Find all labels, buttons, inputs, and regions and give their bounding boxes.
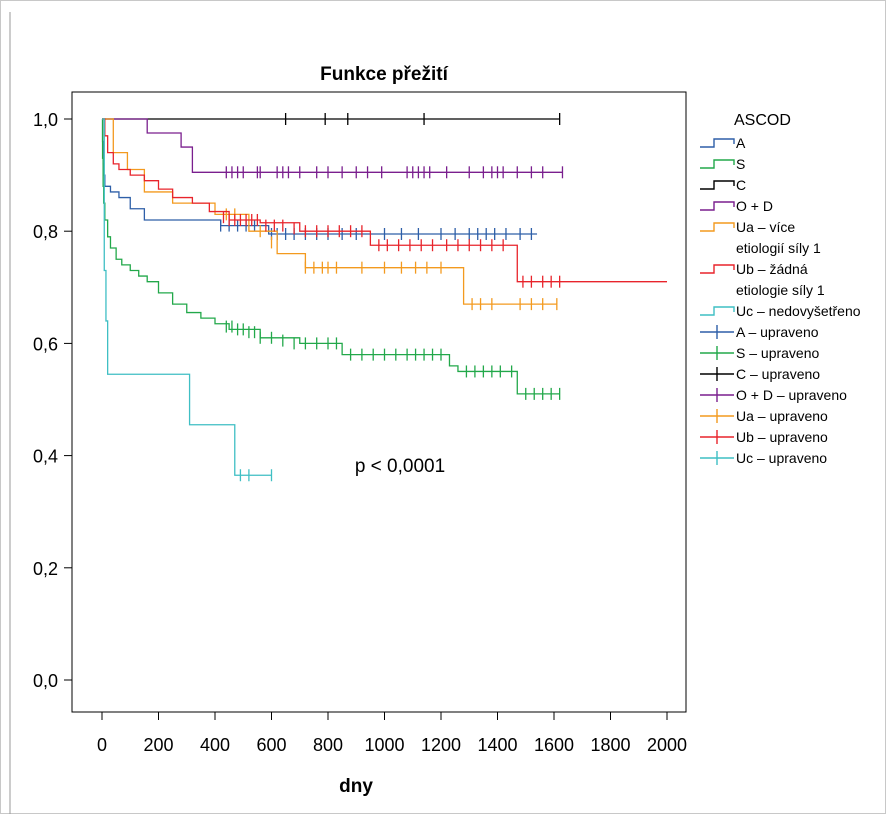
legend-label: Ub – žádná [736, 261, 808, 277]
legend: ASC O + D Ua – více etiologií síly 1 Ub – žá… [700, 135, 861, 466]
legend-label: etiologie síly 1 [736, 282, 825, 298]
legend-swatch [700, 306, 735, 316]
x-axis: 0 200 400 600 800 1000 1200 1400 1600 1800 2000 [97, 712, 687, 755]
legend-swatch [700, 222, 735, 232]
legend-label: C – upraveno [736, 366, 820, 382]
y-axis: 0,0 0,2 0,4 0,6 0,8 1,0 [33, 110, 72, 691]
legend-title: ASCOD [734, 112, 791, 129]
legend-swatch [700, 180, 735, 190]
y-tick-label: 0,6 [33, 334, 58, 354]
legend-swatch [700, 264, 735, 274]
legend-swatch [700, 201, 735, 211]
y-tick-label: 0,4 [33, 447, 58, 467]
y-tick-label: 1,0 [33, 110, 58, 130]
legend-label: Ub – upraveno [736, 429, 828, 445]
x-tick-label: 2000 [647, 735, 687, 755]
x-tick-label: 400 [200, 735, 230, 755]
series-line-5 [102, 118, 667, 283]
legend-label: O + D – upraveno [736, 387, 847, 403]
x-axis-label: dny [339, 776, 373, 797]
legend-label: A – upraveno [736, 324, 819, 340]
legend-label: Uc – upraveno [736, 450, 827, 466]
series-line-6 [102, 118, 272, 476]
p-value-annotation: p < 0,0001 [355, 456, 445, 477]
legend-swatch [700, 451, 734, 465]
legend-label: C [736, 177, 746, 193]
chart-title: Funkce přežití [320, 64, 448, 85]
plot-area [71, 91, 687, 713]
legend-swatch [700, 430, 734, 444]
series-line-3 [102, 118, 563, 173]
survival-curves [101, 113, 667, 482]
x-tick-label: 600 [256, 735, 286, 755]
legend-label: S – upraveno [736, 345, 819, 361]
legend-swatch [700, 346, 734, 360]
legend-label: etiologií síly 1 [736, 240, 821, 256]
x-tick-label: 1800 [590, 735, 630, 755]
legend-label: A [736, 135, 746, 151]
legend-label: Ua – upraveno [736, 408, 828, 424]
legend-label: Ua – více [736, 219, 795, 235]
x-tick-label: 1400 [477, 735, 517, 755]
x-tick-label: 800 [313, 735, 343, 755]
x-tick-label: 1200 [421, 735, 461, 755]
y-tick-label: 0,2 [33, 559, 58, 579]
x-tick-label: 0 [97, 735, 107, 755]
x-tick-label: 1600 [534, 735, 574, 755]
y-tick-label: 0,0 [33, 671, 58, 691]
legend-swatch [700, 388, 734, 402]
legend-label: S [736, 156, 745, 172]
legend-swatch [700, 367, 734, 381]
x-tick-label: 200 [143, 735, 173, 755]
legend-label: Uc – nedovyšetřeno [736, 303, 861, 319]
legend-label: O + D [736, 198, 773, 214]
legend-swatch [700, 325, 734, 339]
legend-swatch [700, 138, 735, 148]
y-tick-label: 0,8 [33, 222, 58, 242]
legend-swatch [700, 409, 734, 423]
legend-swatch [700, 159, 735, 169]
x-tick-label: 1000 [364, 735, 404, 755]
